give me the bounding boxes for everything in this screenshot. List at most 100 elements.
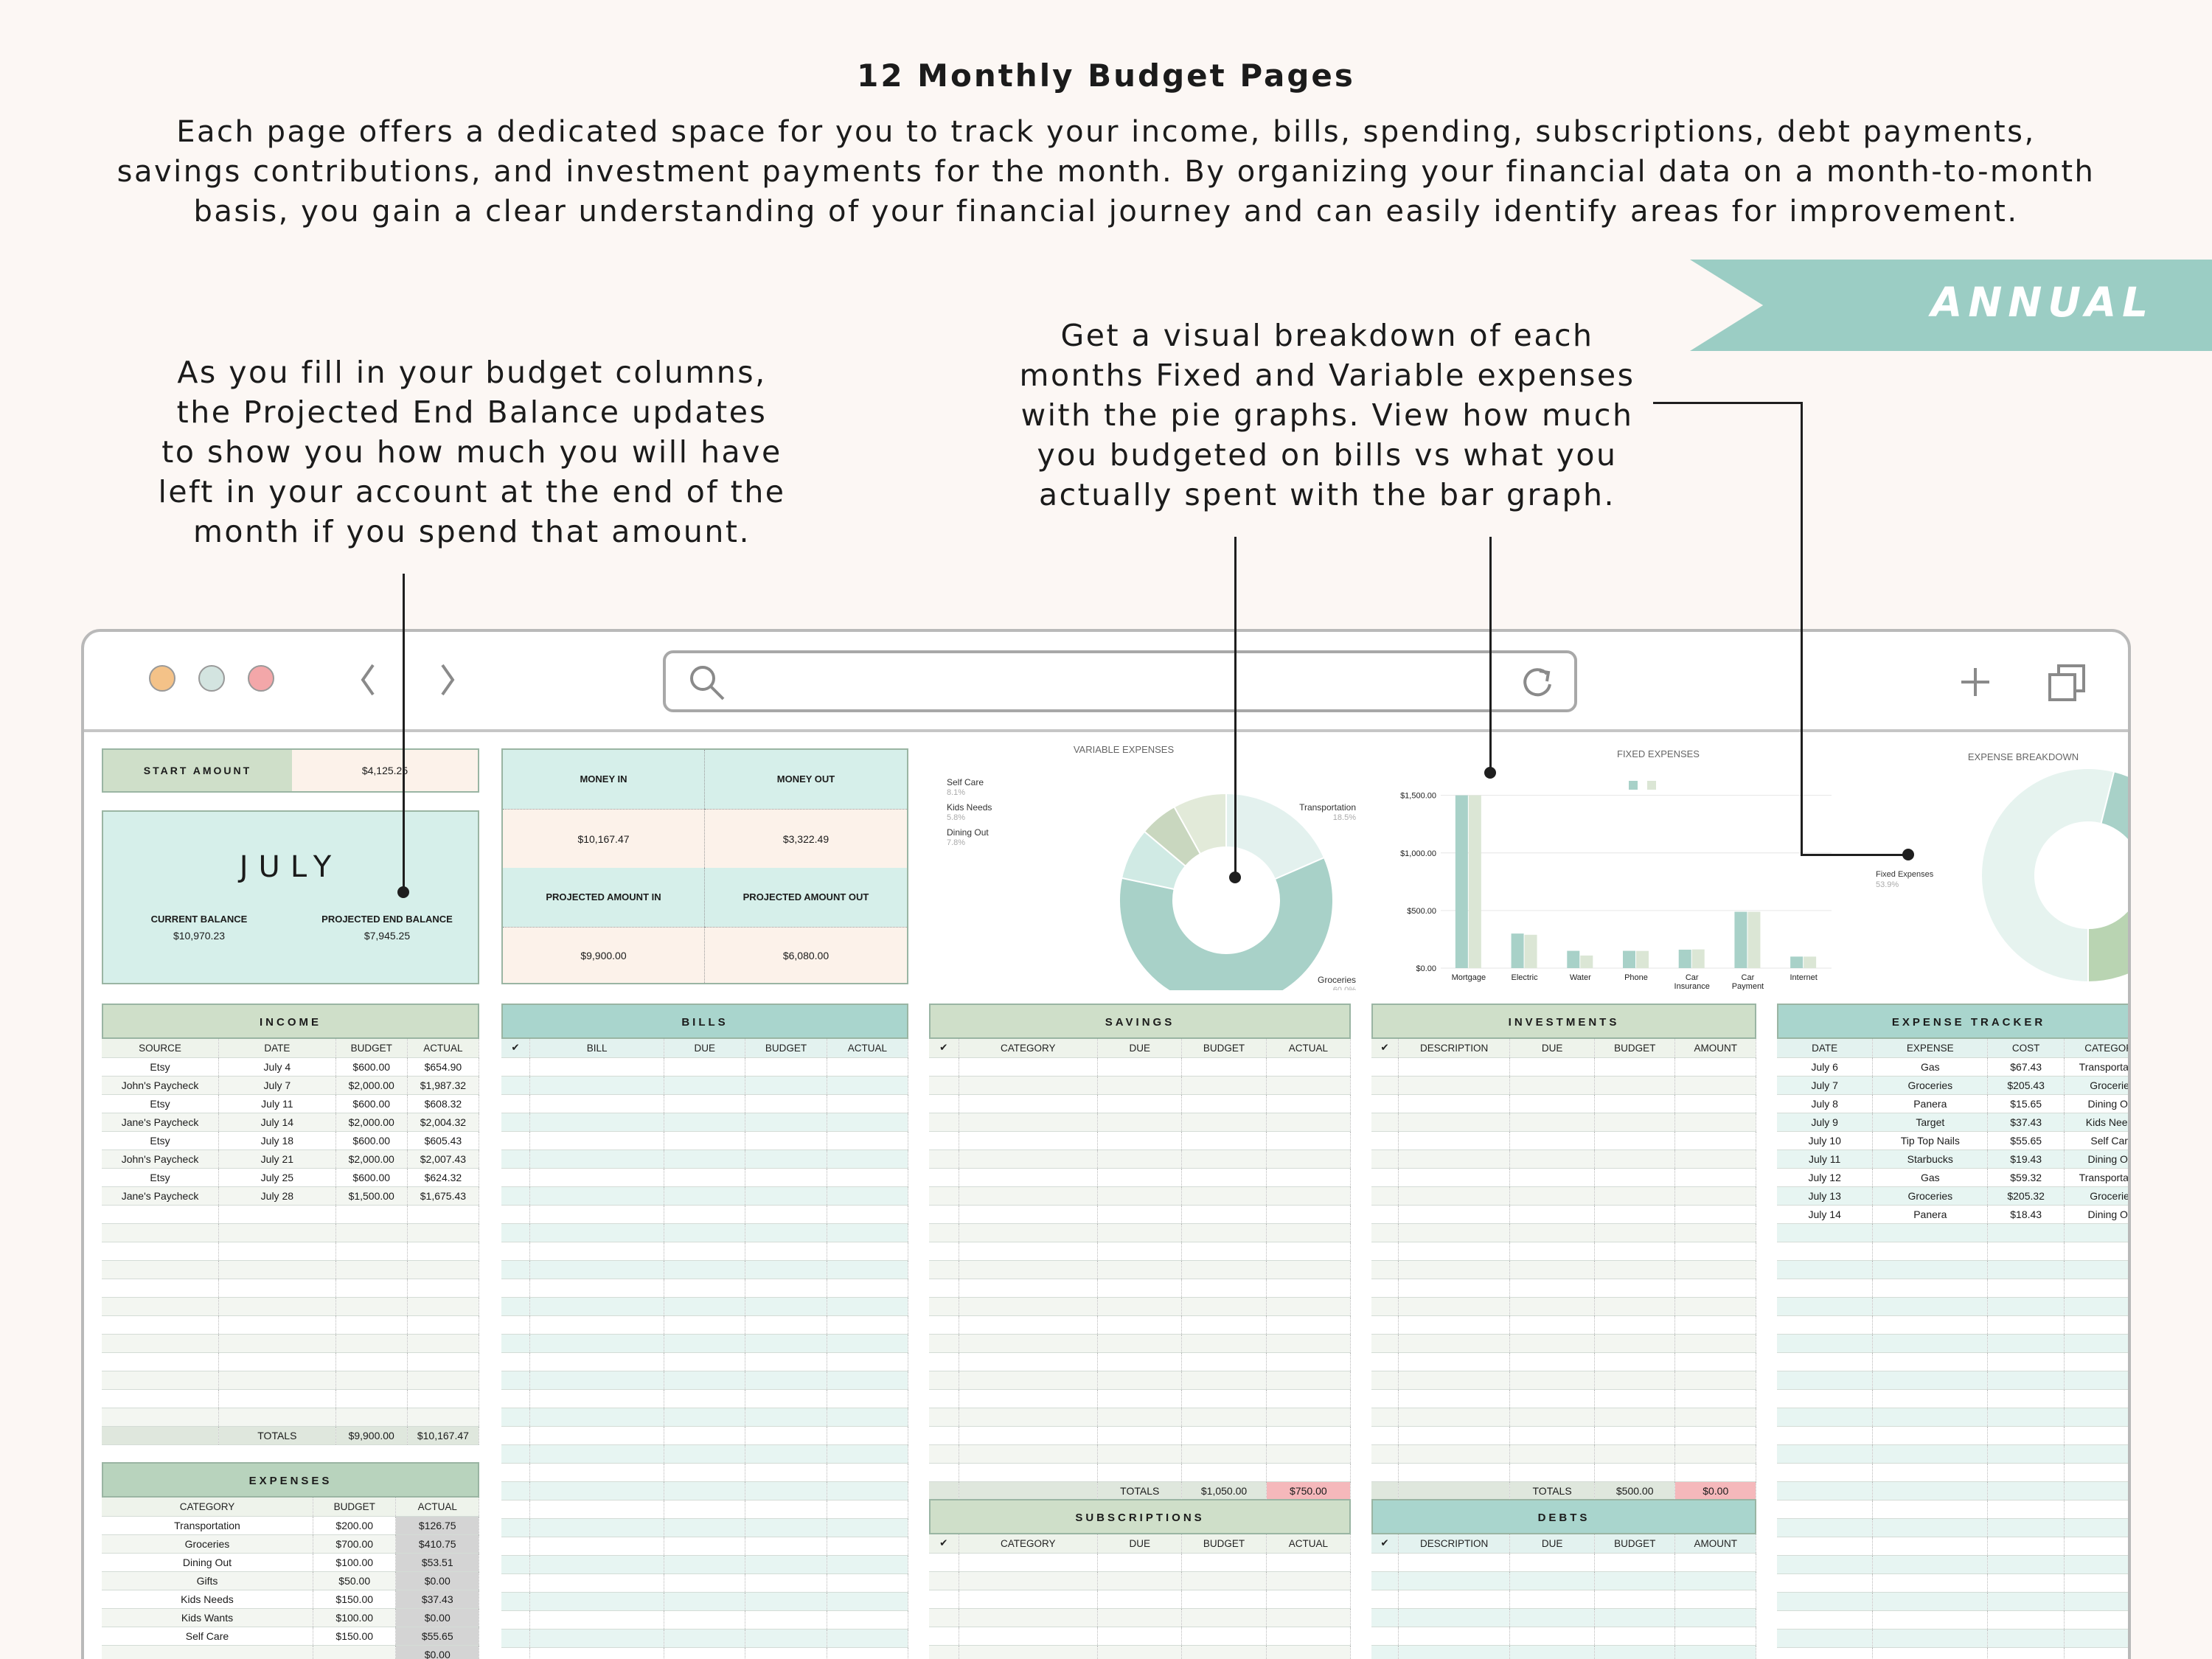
table-cell[interactable] (827, 1315, 909, 1334)
table-cell[interactable] (1398, 1242, 1511, 1260)
table-cell[interactable] (664, 1113, 746, 1131)
table-cell[interactable] (2064, 1408, 2128, 1426)
table-cell[interactable] (1266, 1186, 1352, 1205)
table-cell[interactable] (827, 1610, 909, 1629)
table-cell[interactable] (1371, 1352, 1399, 1371)
table-cell[interactable] (1777, 1463, 1874, 1481)
table-cell[interactable] (1181, 1315, 1267, 1334)
table-cell[interactable] (1097, 1260, 1183, 1279)
table-cell[interactable] (1987, 1555, 2065, 1573)
table-cell[interactable] (745, 1076, 827, 1094)
table-cell[interactable]: $700.00 (313, 1534, 397, 1553)
table-cell[interactable] (1777, 1315, 1874, 1334)
table-cell[interactable] (407, 1205, 480, 1223)
table-cell[interactable] (1872, 1537, 1989, 1555)
table-cell[interactable] (929, 1315, 959, 1334)
table-cell[interactable] (1594, 1223, 1676, 1242)
table-cell[interactable] (827, 1647, 909, 1659)
table-cell[interactable] (929, 1297, 959, 1315)
table-cell[interactable] (827, 1094, 909, 1113)
table-cell[interactable] (1674, 1223, 1756, 1242)
table-cell[interactable] (827, 1500, 909, 1518)
table-cell[interactable] (1371, 1223, 1399, 1242)
zoom-dot[interactable] (198, 665, 225, 692)
table-cell[interactable] (664, 1315, 746, 1334)
table-cell[interactable] (1594, 1627, 1676, 1645)
table-cell[interactable] (1777, 1592, 1874, 1610)
table-cell[interactable] (529, 1463, 665, 1481)
table-cell[interactable] (929, 1057, 959, 1076)
table-cell[interactable] (2064, 1481, 2128, 1500)
table-cell[interactable] (218, 1408, 336, 1426)
table-cell[interactable] (218, 1260, 336, 1279)
table-cell[interactable] (929, 1113, 959, 1131)
table-cell[interactable] (407, 1389, 480, 1408)
table-cell[interactable] (1398, 1334, 1511, 1352)
table-cell[interactable] (1398, 1223, 1511, 1242)
table-cell[interactable] (1371, 1408, 1399, 1426)
table-cell[interactable] (1987, 1408, 2065, 1426)
table-cell[interactable] (1371, 1608, 1399, 1627)
table-cell[interactable] (1674, 1113, 1756, 1131)
table-cell[interactable] (1181, 1571, 1267, 1590)
table-cell[interactable] (1872, 1352, 1989, 1371)
table-cell[interactable] (501, 1279, 531, 1297)
table-cell[interactable] (1987, 1610, 2065, 1629)
table-cell[interactable] (1777, 1334, 1874, 1352)
table-cell[interactable] (218, 1242, 336, 1260)
table-cell[interactable] (1266, 1389, 1352, 1408)
table-cell[interactable] (929, 1186, 959, 1205)
table-cell[interactable] (745, 1647, 827, 1659)
table-cell[interactable] (529, 1352, 665, 1371)
table-cell[interactable] (1674, 1150, 1756, 1168)
table-cell[interactable] (2064, 1315, 2128, 1334)
tabs-icon[interactable] (2045, 660, 2090, 704)
table-cell[interactable] (1777, 1260, 1874, 1279)
table-cell[interactable] (1181, 1463, 1267, 1481)
table-cell[interactable]: Transportation (102, 1516, 313, 1534)
table-cell[interactable] (1398, 1279, 1511, 1297)
table-cell[interactable] (1674, 1094, 1756, 1113)
table-cell[interactable]: $59.32 (1987, 1168, 2065, 1186)
table-cell[interactable] (529, 1076, 665, 1094)
table-cell[interactable] (407, 1334, 480, 1352)
table-cell[interactable] (1872, 1334, 1989, 1352)
table-cell[interactable] (501, 1481, 531, 1500)
table-cell[interactable]: $1,675.43 (407, 1186, 480, 1205)
table-cell[interactable] (1371, 1279, 1399, 1297)
table-cell[interactable] (501, 1131, 531, 1150)
table-cell[interactable] (102, 1334, 220, 1352)
table-cell[interactable] (1371, 1205, 1399, 1223)
table-cell[interactable]: $18.43 (1987, 1205, 2065, 1223)
table-cell[interactable] (827, 1371, 909, 1389)
table-cell[interactable] (407, 1260, 480, 1279)
table-cell[interactable] (1097, 1553, 1183, 1571)
table-cell[interactable] (1398, 1057, 1511, 1076)
table-cell[interactable]: July 21 (218, 1150, 336, 1168)
table-cell[interactable] (1181, 1334, 1267, 1352)
table-cell[interactable] (1509, 1352, 1595, 1371)
table-cell[interactable] (1266, 1627, 1352, 1645)
table-cell[interactable] (1097, 1444, 1183, 1463)
table-cell[interactable] (1674, 1315, 1756, 1334)
table-cell[interactable] (218, 1352, 336, 1371)
table-cell[interactable] (2064, 1223, 2128, 1242)
table-cell[interactable] (1987, 1647, 2065, 1659)
table-cell[interactable] (1371, 1481, 1399, 1500)
table-cell[interactable] (1872, 1260, 1989, 1279)
table-cell[interactable] (745, 1057, 827, 1076)
table-cell[interactable] (529, 1315, 665, 1334)
table-cell[interactable] (745, 1389, 827, 1408)
table-cell[interactable] (929, 1260, 959, 1279)
table-cell[interactable] (1398, 1076, 1511, 1094)
address-bar[interactable] (663, 650, 1577, 712)
table-cell[interactable]: John's Paycheck (102, 1150, 220, 1168)
table-cell[interactable] (1872, 1426, 1989, 1444)
table-cell[interactable] (827, 1389, 909, 1408)
table-cell[interactable] (1509, 1426, 1595, 1444)
table-cell[interactable] (827, 1150, 909, 1168)
table-cell[interactable] (1097, 1168, 1183, 1186)
table-cell[interactable] (1398, 1645, 1511, 1659)
table-cell[interactable] (929, 1627, 959, 1645)
table-cell[interactable] (2064, 1297, 2128, 1315)
